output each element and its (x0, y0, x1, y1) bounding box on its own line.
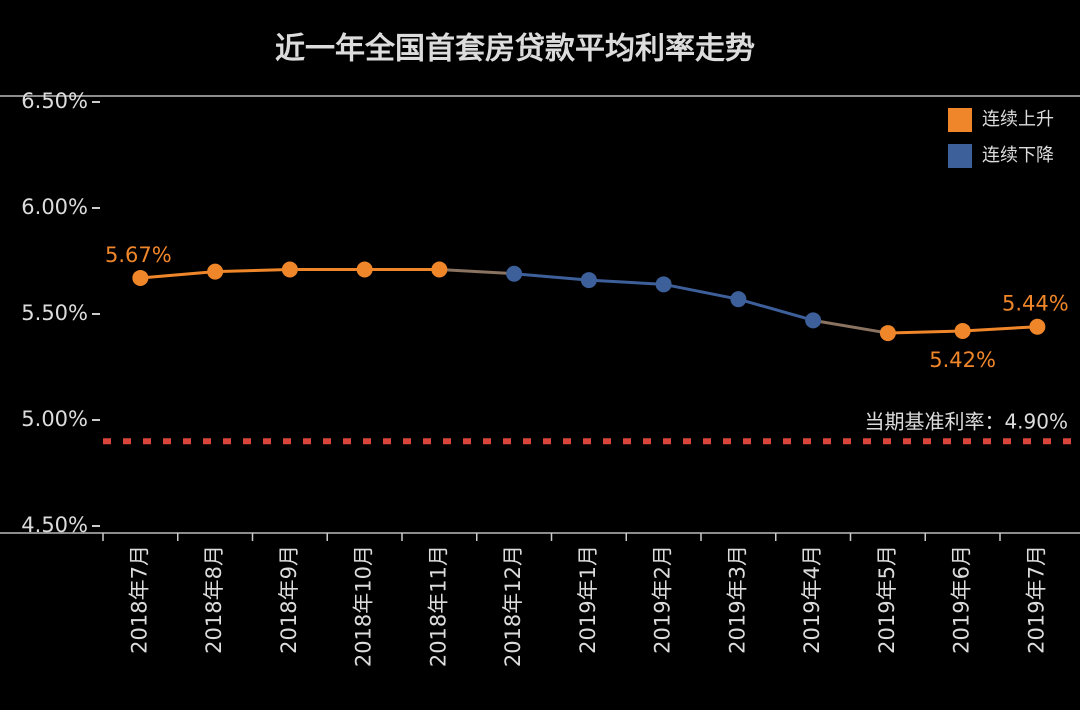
reference-label: 当期基准利率：4.90% (864, 410, 1068, 434)
x-tick-label: 2018年9月 (277, 545, 301, 654)
data-point (132, 269, 149, 286)
x-tick-label: 2019年2月 (651, 545, 675, 654)
value-label: 5.44% (1002, 292, 1069, 316)
legend-swatch (948, 144, 972, 168)
transition-segment (439, 267, 515, 276)
data-point (655, 276, 672, 293)
data-point (1029, 318, 1046, 335)
data-point (954, 322, 971, 339)
legend-label: 连续下降 (982, 145, 1054, 166)
x-tick-label: 2019年1月 (576, 545, 600, 654)
data-point (730, 291, 747, 308)
x-tick-label: 2018年11月 (426, 545, 450, 667)
data-point (805, 312, 822, 329)
data-point (580, 272, 597, 289)
data-point (879, 325, 896, 342)
legend-swatch (948, 108, 972, 132)
x-tick-label: 2019年3月 (725, 545, 749, 654)
chart-title: 近一年全国首套房贷款平均利率走势 (275, 32, 755, 67)
x-tick-label: 2018年8月 (202, 545, 226, 654)
data-point (431, 261, 448, 278)
y-tick-label: 6.00% (21, 195, 88, 219)
x-tick-label: 2018年7月 (127, 545, 151, 654)
data-point (506, 265, 523, 282)
value-label: 5.42% (929, 348, 996, 372)
x-tick-label: 2019年6月 (950, 545, 974, 654)
x-tick-label: 2018年12月 (501, 545, 525, 667)
data-point (207, 263, 224, 280)
data-point (356, 261, 373, 278)
x-tick-label: 2018年10月 (352, 545, 376, 667)
x-tick-label: 2019年7月 (1024, 545, 1048, 654)
y-tick-label: 5.50% (21, 301, 88, 325)
x-tick-label: 2019年5月 (875, 545, 899, 654)
x-tick-label: 2019年4月 (800, 545, 824, 654)
transition-segment (812, 318, 889, 335)
y-tick-label: 6.50% (21, 89, 88, 113)
y-tick-label: 4.50% (21, 513, 88, 537)
y-tick-label: 5.00% (21, 407, 88, 431)
legend-label: 连续上升 (982, 109, 1054, 130)
value-label: 5.67% (105, 243, 172, 267)
data-point (281, 261, 298, 278)
